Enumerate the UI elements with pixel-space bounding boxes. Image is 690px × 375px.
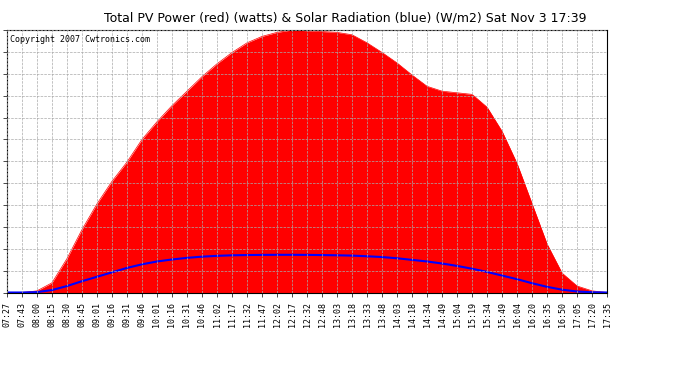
Text: Total PV Power (red) (watts) & Solar Radiation (blue) (W/m2) Sat Nov 3 17:39: Total PV Power (red) (watts) & Solar Rad… xyxy=(104,11,586,24)
Text: Copyright 2007 Cwtronics.com: Copyright 2007 Cwtronics.com xyxy=(10,35,150,44)
